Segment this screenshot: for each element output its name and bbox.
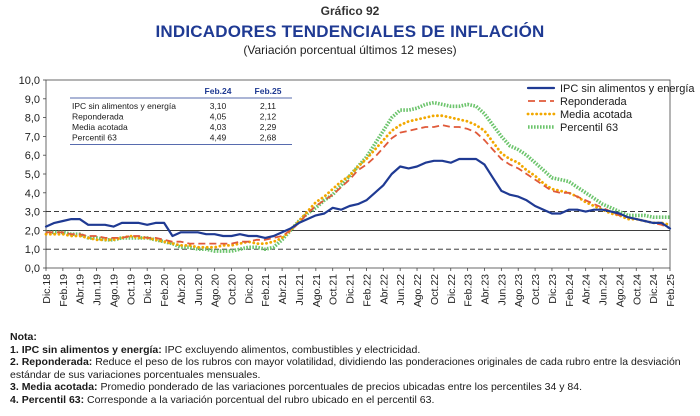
note-term: Percentil 63:: [21, 393, 85, 406]
figure-label: Gráfico 92: [320, 4, 380, 18]
note-num: 1.: [10, 343, 19, 356]
note-term: Media acotada:: [21, 381, 98, 394]
table-cell: 2,12: [260, 112, 277, 122]
notes-title: Nota:: [10, 331, 37, 343]
x-tick-label: Oct.24: [631, 274, 643, 305]
chart-title: INDICADORES TENDENCIALES DE INFLACIÓN: [155, 22, 545, 41]
x-tick-label: Ago.19: [108, 274, 120, 307]
x-tick-label: Jun.22: [395, 274, 407, 306]
x-tick-label: Feb.20: [159, 274, 171, 307]
note-num: 3.: [10, 381, 19, 394]
x-tick-label: Dic.19: [142, 274, 154, 304]
note-item: 3. Media acotada: Promedio ponderado de …: [10, 381, 694, 394]
table-cell: 3,10: [210, 101, 227, 111]
note-num: 2.: [10, 356, 19, 369]
y-tick-label: 8,0: [25, 113, 40, 125]
table-row-label: Percentil 63: [72, 133, 117, 143]
y-tick-label: 9,0: [25, 94, 40, 106]
x-tick-label: Feb.19: [58, 274, 70, 307]
table-row-label: Reponderada: [72, 112, 124, 122]
y-tick-label: 6,0: [25, 150, 40, 162]
x-tick-label: Ago.20: [210, 274, 222, 307]
chart-subtitle: (Variación porcentual últimos 12 meses): [243, 43, 457, 57]
y-tick-label: 3,0: [25, 207, 40, 219]
note-item: 2. Reponderada: Reduce el peso de los ru…: [10, 356, 694, 381]
x-tick-label: Feb.22: [361, 274, 373, 307]
table-cell: 2,68: [260, 133, 277, 143]
table-cell: 4,05: [210, 112, 227, 122]
note-term: Reponderada:: [21, 356, 93, 369]
line-chart: 0,0 1,0 2,0 3,0 4,0 5,0 6,0 7,0 8,0 9,0 10,0 Dic.18…: [19, 75, 696, 307]
y-tick-label: 4,0: [25, 188, 40, 200]
x-tick-label: Jun.24: [598, 274, 610, 306]
x-tick-label: Oct.19: [125, 274, 137, 305]
x-tick-label: Jun.21: [294, 274, 306, 306]
x-tick-label: Feb.24: [564, 274, 576, 307]
series-line-3: [44, 114, 672, 249]
x-tick-label: Abr.24: [581, 274, 593, 305]
note-num: 4.: [10, 393, 19, 406]
y-tick-label: 0,0: [25, 263, 40, 275]
x-tick-label: Abr.23: [479, 274, 491, 305]
x-tick-label: Abr.20: [176, 274, 188, 305]
x-tick-label: Dic.18: [41, 274, 53, 304]
x-tick-label: Ago.21: [311, 274, 323, 307]
y-tick-label: 7,0: [25, 131, 40, 143]
table-cell: 4,03: [210, 122, 227, 132]
x-tick-label: Dic.24: [648, 274, 660, 304]
x-tick-label: Abr.21: [277, 274, 289, 305]
x-tick-label: Jun.23: [496, 274, 508, 306]
table-row-label: Media acotada: [72, 122, 128, 132]
note-text: Promedio ponderado de las variaciones po…: [97, 381, 583, 394]
table-cell: 2,11: [260, 101, 276, 111]
y-tick-label: 2,0: [25, 225, 40, 237]
x-tick-label: Oct.23: [530, 274, 542, 305]
legend-label: Media acotada: [560, 109, 633, 121]
y-tick-label: 10,0: [19, 75, 40, 87]
note-text: Reduce el peso de los rubros con mayor v…: [10, 356, 681, 381]
series-line-1: [44, 157, 672, 239]
legend-label: Reponderada: [560, 96, 628, 108]
x-tick-label: Feb.23: [463, 274, 475, 307]
x-tick-label: Abr.22: [378, 274, 390, 305]
note-item: 4. Percentil 63: Corresponde a la variac…: [10, 394, 694, 407]
x-tick-label: Dic.22: [446, 274, 458, 304]
x-tick-label: Ago.24: [614, 274, 626, 307]
y-tick-label: 1,0: [25, 244, 40, 256]
x-tick-label: Ago.23: [513, 274, 525, 307]
table-header: Feb.24: [205, 86, 232, 96]
x-tick-label: Dic.20: [243, 274, 255, 304]
legend-label: IPC sin alimentos y energía: [560, 83, 695, 95]
y-tick-label: 5,0: [25, 169, 40, 181]
x-tick-label: Jun.20: [193, 274, 205, 306]
table-header: Feb.25: [255, 86, 282, 96]
notes-section: Nota: 1. IPC sin alimentos y energía: IP…: [10, 331, 694, 407]
table-row-label: IPC sin alimentos y energía: [72, 101, 176, 111]
note-text: Corresponde a la variación porcentual de…: [84, 393, 435, 406]
x-tick-label: Oct.21: [328, 274, 340, 305]
x-tick-label: Oct.20: [227, 274, 239, 305]
legend-label: Percentil 63: [560, 122, 618, 134]
table-cell: 4,49: [210, 133, 227, 143]
x-tick-label: Abr.19: [75, 274, 87, 305]
x-tick-label: Dic.23: [547, 274, 559, 304]
x-tick-label: Ago.22: [412, 274, 424, 307]
note-item: 1. IPC sin alimentos y energía: IPC excl…: [10, 344, 694, 357]
note-text: IPC excluyendo alimentos, combustibles y…: [161, 343, 421, 356]
table-cell: 2,29: [260, 122, 277, 132]
x-tick-label: Feb.25: [665, 274, 677, 307]
x-tick-label: Feb.21: [260, 274, 272, 307]
note-term: IPC sin alimentos y energía:: [21, 343, 162, 356]
series-line-2: [46, 124, 671, 245]
x-tick-label: Oct.22: [429, 274, 441, 305]
x-tick-label: Jun.19: [92, 274, 104, 306]
x-tick-label: Dic.21: [345, 274, 357, 304]
